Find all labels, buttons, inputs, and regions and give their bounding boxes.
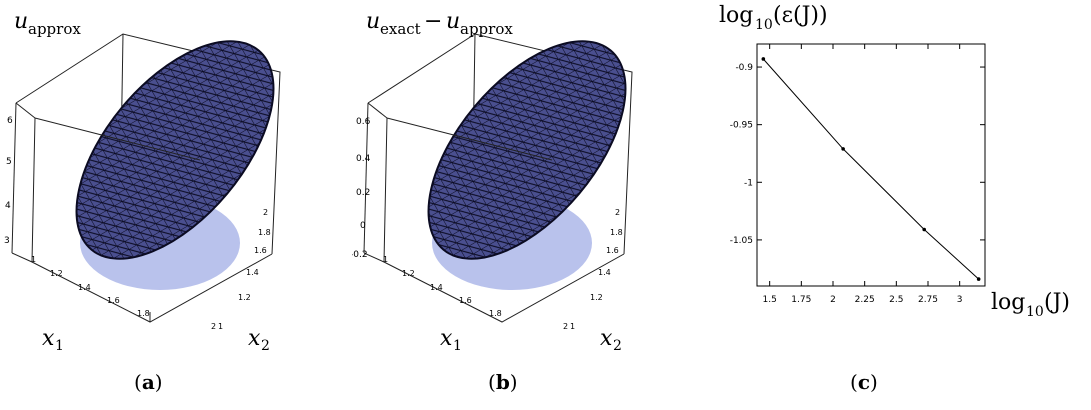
x-tick-label: 1.75 — [791, 295, 811, 305]
ylabel-b-sub: 2 — [613, 338, 622, 350]
x-tick-label: 1.4 — [430, 283, 443, 292]
x-tick-label: 2 — [830, 295, 836, 305]
axis-ticks — [757, 44, 985, 286]
y-tick-label: 2 — [615, 208, 620, 217]
title-b-sub: exact — [380, 20, 421, 38]
x-tick-label: 3 — [957, 295, 963, 305]
title-a-sub: approx — [28, 20, 81, 38]
y-tick-label: 1.2 — [238, 293, 251, 302]
y-tick-label: 1.4 — [598, 268, 611, 277]
title-b-base: u — [366, 9, 380, 34]
title-c: log 10 (ε(J)) — [719, 3, 828, 33]
xlabel-b-sub: 1 — [453, 338, 462, 350]
y-tick-label: -0.95 — [730, 121, 753, 131]
y-tick-label: 1.4 — [246, 268, 259, 277]
z-tick-label: 0 — [360, 221, 366, 231]
y-tick-labels-a: 1 1.2 1.4 1.6 1.8 2 — [218, 208, 271, 331]
data-point — [761, 57, 766, 61]
y-tick-label: 1 — [570, 322, 575, 331]
x-tick-label: 2 — [211, 322, 216, 331]
xlabel-c-sub: 10 — [1026, 304, 1044, 320]
surface-mesh — [427, 40, 627, 260]
x-tick-label: 1 — [383, 255, 388, 264]
x-tick-label: 1.6 — [459, 296, 472, 305]
y-tick-label: -1.05 — [730, 236, 753, 246]
x-tick-label: 1.2 — [50, 269, 63, 278]
x-tick-label: 2.5 — [889, 295, 903, 305]
data-point — [976, 277, 981, 281]
data-point — [841, 147, 845, 151]
y-tick-label: 1.6 — [254, 246, 267, 255]
surface-plot-a: u approx 3 4 5 6 1 1.2 1.4 1.6 1.8 2 1 1… — [4, 9, 281, 350]
x-tick-labels-a: 1 1.2 1.4 1.6 1.8 2 — [31, 255, 216, 331]
title-b-minus: − — [424, 9, 442, 34]
y-tick-label: -0.9 — [735, 63, 753, 73]
xlabel-b-base: x — [440, 326, 453, 350]
xlabel-c: log 10 (J) — [991, 290, 1070, 320]
z-tick-labels-b: -0.2 0 0.2 0.4 0.6 — [352, 117, 371, 260]
line-plot-c: log 10 (ε(J)) 1.5 1.75 2 2.25 2.5 2.75 3 -0.9-… — [719, 3, 1070, 320]
xlabel-c-pre: log — [991, 290, 1025, 315]
z-tick-label: 0.6 — [356, 117, 371, 127]
x-tick-label: 1.2 — [402, 269, 415, 278]
series-line — [762, 58, 980, 280]
z-tick-label: 4 — [5, 201, 11, 211]
x-tick-label: 1 — [31, 255, 36, 264]
y-tick-label: 1.2 — [590, 293, 603, 302]
xlabel-a-sub: 1 — [55, 338, 64, 350]
z-tick-label: -0.2 — [352, 250, 368, 260]
panel-label-b: (b) — [488, 370, 518, 394]
axis-box-front — [363, 102, 625, 323]
x-tick-label: 1.5 — [763, 295, 777, 305]
panel-label-c: (c) — [850, 370, 878, 394]
plot-frame — [756, 43, 986, 287]
xlabel-c-post: (J) — [1044, 290, 1070, 315]
title-c-post: (ε(J)) — [773, 3, 828, 28]
xlabel-a-base: x — [42, 326, 55, 350]
ylabel-a-base: x — [248, 326, 261, 350]
x-tick-label: 1.8 — [137, 309, 150, 318]
y-tick-labels: -0.9 -0.95 -1 -1.05 — [730, 63, 754, 246]
y-tick-labels-b: 1 1.2 1.4 1.6 1.8 2 — [570, 208, 623, 331]
z-tick-label: 5 — [6, 157, 12, 167]
z-tick-label: 0.4 — [356, 154, 371, 164]
x-tick-labels-b: 1 1.2 1.4 1.6 1.8 2 — [383, 255, 568, 331]
y-tick-label: 1 — [218, 322, 223, 331]
surface-mesh — [75, 40, 275, 260]
y-tick-label: 2 — [263, 208, 268, 217]
data-point — [922, 227, 926, 232]
panel-label-a: (a) — [134, 370, 163, 394]
axis-box-front — [11, 102, 273, 323]
y-tick-label: 1.8 — [258, 228, 271, 237]
title-c-pre: log — [719, 3, 753, 28]
x-tick-label: 1.4 — [78, 283, 91, 292]
series-points — [761, 57, 981, 281]
x-tick-label: 1.6 — [107, 296, 120, 305]
x-tick-label: 2.75 — [918, 295, 938, 305]
x-tick-label: 2.25 — [855, 295, 875, 305]
x-tick-labels: 1.5 1.75 2 2.25 2.5 2.75 3 — [763, 295, 963, 305]
y-tick-label: 1.6 — [606, 246, 619, 255]
x-tick-label: 2 — [563, 322, 568, 331]
ylabel-b-base: x — [600, 326, 613, 350]
title-a-base: u — [14, 9, 28, 34]
ylabel-a-sub: 2 — [261, 338, 270, 350]
z-tick-label: 3 — [4, 236, 10, 246]
z-tick-label: 6 — [7, 116, 13, 126]
y-tick-label: -1 — [744, 178, 753, 188]
title-b-base2: u — [446, 9, 460, 34]
z-tick-label: 0.2 — [356, 188, 370, 198]
title-b-sub2: approx — [460, 20, 513, 38]
title-c-sub: 10 — [755, 17, 773, 33]
x-tick-label: 1.8 — [489, 309, 502, 318]
z-tick-labels-a: 3 4 5 6 — [4, 116, 13, 246]
surface-plot-b: u exact − u approx -0.2 0 0.2 0.4 0.6 1 … — [352, 9, 633, 350]
y-tick-label: 1.8 — [610, 228, 623, 237]
